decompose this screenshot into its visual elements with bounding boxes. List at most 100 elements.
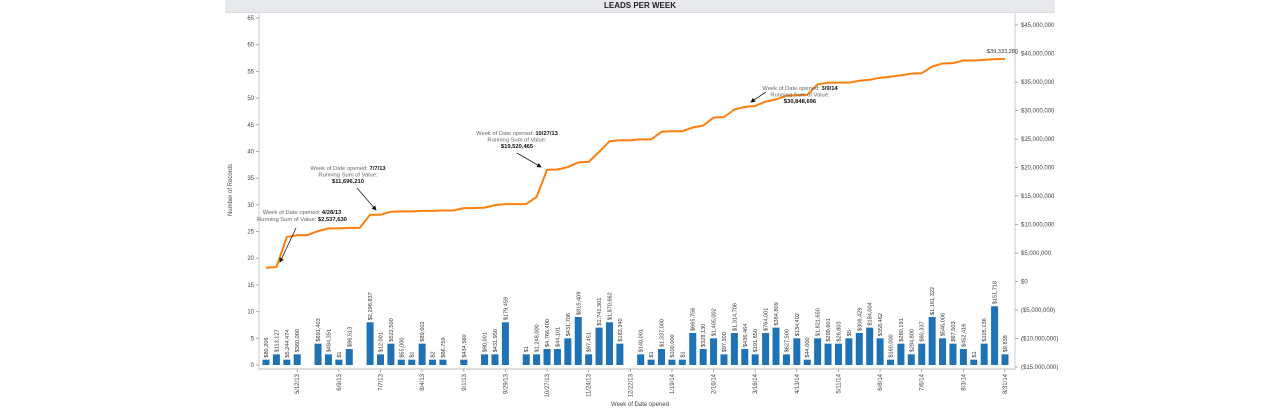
bar-value-label: $1,821,650 [816, 308, 822, 336]
y2-tick-label: $40,000,000 [1021, 52, 1055, 58]
bar [481, 354, 489, 365]
y-tick-label: 50 [247, 96, 254, 102]
bar-value-label: $66,759 [441, 337, 447, 357]
bar-value-label: $546,006 [941, 313, 947, 336]
x-tick-label: 9/29/13 [503, 373, 509, 394]
bar-value-label: $113,127 [274, 329, 280, 352]
bar [324, 354, 332, 365]
bar [387, 343, 395, 365]
y-tick-label: 55 [247, 69, 254, 75]
bar [949, 343, 957, 365]
bar [501, 322, 509, 365]
bar-value-label: $5,244,474 [285, 330, 291, 358]
bar [605, 322, 613, 365]
y2-tick-label: $35,000,000 [1021, 80, 1055, 86]
bar-value-label: $484,351 [326, 329, 332, 352]
y-tick-label: 40 [247, 149, 254, 155]
bar-value-label: $431,706 [566, 313, 572, 336]
bar [762, 332, 770, 365]
y-tick-label: 60 [247, 43, 254, 49]
bar [397, 359, 405, 365]
x-tick-label: 2/16/14 [712, 373, 718, 394]
bar-value-label: $55,000 [399, 337, 405, 357]
bar [803, 359, 811, 365]
bar [418, 343, 426, 365]
bar [668, 359, 676, 365]
bar-value-label: $431,950 [493, 329, 499, 352]
bar-value-label: $90,001 [483, 332, 489, 352]
annotation-arrow [750, 91, 767, 103]
bar [834, 343, 842, 365]
bar [793, 338, 801, 365]
y-tick-label: 65 [247, 16, 254, 22]
bar [741, 348, 749, 365]
bar [939, 338, 947, 365]
bar-value-label: $86,513 [347, 327, 353, 347]
bar-value-label: $2,298,837 [368, 292, 374, 320]
running-sum-series: $39,333,280 [265, 49, 1018, 269]
bar [970, 359, 978, 365]
y-tick-label: 5 [251, 336, 255, 342]
bar-value-label: $160,000 [889, 334, 895, 357]
bar [616, 343, 624, 365]
bar [585, 354, 593, 365]
bar-value-label: $815,409 [576, 292, 582, 315]
bar-value-label: $140,001 [639, 329, 645, 352]
bar-value-label: $280,191 [899, 318, 905, 341]
y2-tick-label: $0 [1021, 280, 1028, 286]
bar-value-label: $67,503 [951, 321, 957, 341]
x-tick-label: 11/24/13 [587, 373, 593, 397]
annotation-sum-label: Running Sum of Value: [770, 93, 830, 99]
bar [574, 316, 582, 365]
y2-tick-label: $15,000,000 [1021, 194, 1055, 200]
x-tick-label: 6/9/13 [337, 373, 343, 390]
bar [907, 354, 915, 365]
bar-value-label: $299,601 [826, 318, 832, 341]
bar-value-label: $2 [431, 351, 437, 357]
bar-value-label: $627,500 [784, 329, 790, 352]
bar-value-label: $1,741,301 [597, 298, 603, 326]
y2-tick-label: ($10,000,000) [1021, 337, 1058, 343]
bar-value-label: $1 [972, 351, 978, 357]
y-tick-label: 15 [247, 283, 254, 289]
bar [1001, 354, 1009, 365]
bar [918, 343, 926, 365]
bar-value-label: $436,464 [743, 324, 749, 347]
y-tick-label: 20 [247, 256, 254, 262]
bar [782, 354, 790, 365]
bar [262, 359, 270, 365]
bar-value-label: $1,248,000 [535, 324, 541, 352]
bar [855, 332, 863, 365]
y2-tick-label: ($15,000,000) [1021, 365, 1058, 371]
y-tick-label: 25 [247, 230, 254, 236]
bar-value-label: $328,130 [701, 324, 707, 347]
bar-value-label: $44,000 [805, 337, 811, 357]
annotation-week-line: Week of Date opened: 7/7/13 [310, 166, 386, 172]
bar [699, 348, 707, 365]
x-tick-label: 8/31/14 [1003, 373, 1009, 394]
bar-value-label: $1,161,322 [930, 287, 936, 315]
bar-value-label: $151,718 [993, 281, 999, 304]
bar-value-label: $1,337,000 [660, 319, 666, 347]
bar [491, 354, 499, 365]
bar [272, 354, 280, 365]
x-tick-label: 6/8/14 [878, 373, 884, 390]
bar-value-label: $9,838 [1003, 335, 1009, 352]
bar-value-label: $5 [847, 330, 853, 336]
bar [533, 354, 541, 365]
bar [991, 306, 999, 365]
annotation-sum-label: Running Sum of Value: [318, 173, 378, 179]
bar-value-label: $1 [680, 351, 686, 357]
y2-tick-label: $20,000,000 [1021, 166, 1055, 172]
bar [522, 354, 530, 365]
plot-background [225, 13, 1055, 411]
bar-value-label: $284,800 [909, 329, 915, 352]
x-tick-label: 3/16/14 [753, 373, 759, 394]
right-axis: ($15,000,000) ($10,000,000) ($5,000,000) $0… [1015, 23, 1058, 371]
bar-value-label: $44,101 [555, 327, 561, 347]
x-axis-label: Week of Date opened [611, 402, 669, 408]
running-sum-line [265, 58, 1006, 269]
bar [429, 359, 437, 365]
